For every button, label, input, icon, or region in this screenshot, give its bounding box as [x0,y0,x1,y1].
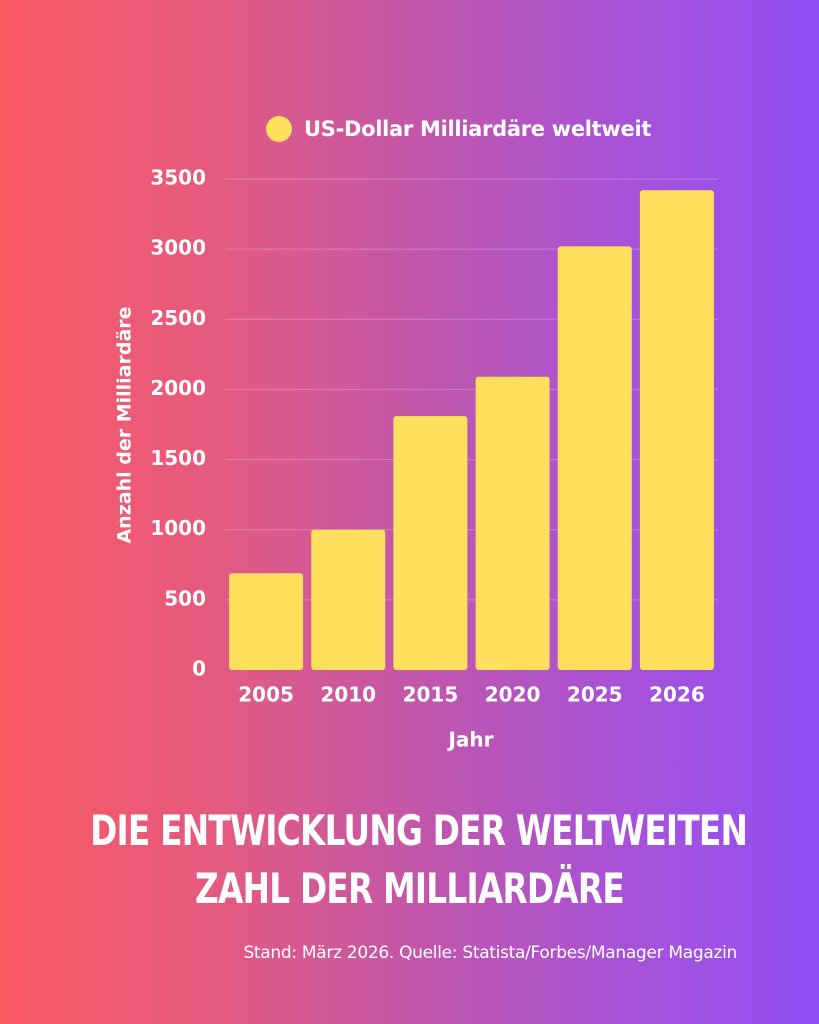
y-tick-label: 1000 [150,516,206,540]
legend-swatch-icon [266,116,292,142]
y-tick-label: 1500 [150,446,206,470]
bars [229,190,714,671]
bar-2025 [557,246,632,670]
y-tick-label: 500 [164,586,206,610]
title-line-1: DIE ENTWICKLUNG DER WELTWEITEN [90,806,748,855]
bar-2005 [229,573,304,670]
bar-2015 [393,416,468,670]
x-axis-ticks: 2005 2010 2015 2020 2025 2026 [238,683,705,707]
page-title: DIE ENTWICKLUNG DER WELTWEITEN ZAHL DER … [90,802,748,918]
bar-2026 [639,190,714,671]
gridlines [225,178,718,601]
bar-2020 [475,376,550,670]
y-tick-label: 3000 [150,236,206,260]
x-tick-label: 2010 [320,683,376,707]
bar-chart: 0 500 1000 1500 2000 2500 3000 3500 2005 2010 201… [114,166,718,752]
chart-legend: US-Dollar Milliardäre weltweit [266,114,651,144]
y-tick-label: 2000 [150,376,206,400]
x-tick-label: 2005 [238,683,294,707]
legend-label: US-Dollar Milliardäre weltweit [304,117,652,141]
bar-2010 [311,529,386,670]
y-axis-label: Anzahl der Milliardäre [114,306,136,543]
y-axis-ticks: 0 500 1000 1500 2000 2500 3000 3500 [150,166,206,681]
title-line-2: ZAHL DER MILLIARDÄRE [195,864,625,913]
x-axis-label: Jahr [446,728,493,752]
x-tick-label: 2015 [403,683,459,707]
source-note: Stand: März 2026. Quelle: Statista/Forbe… [243,943,737,963]
x-tick-label: 2026 [649,683,705,707]
x-tick-label: 2025 [567,683,623,707]
x-tick-label: 2020 [485,683,541,707]
y-tick-label: 2500 [150,306,206,330]
y-tick-label: 3500 [150,166,206,190]
y-tick-label: 0 [192,657,206,681]
